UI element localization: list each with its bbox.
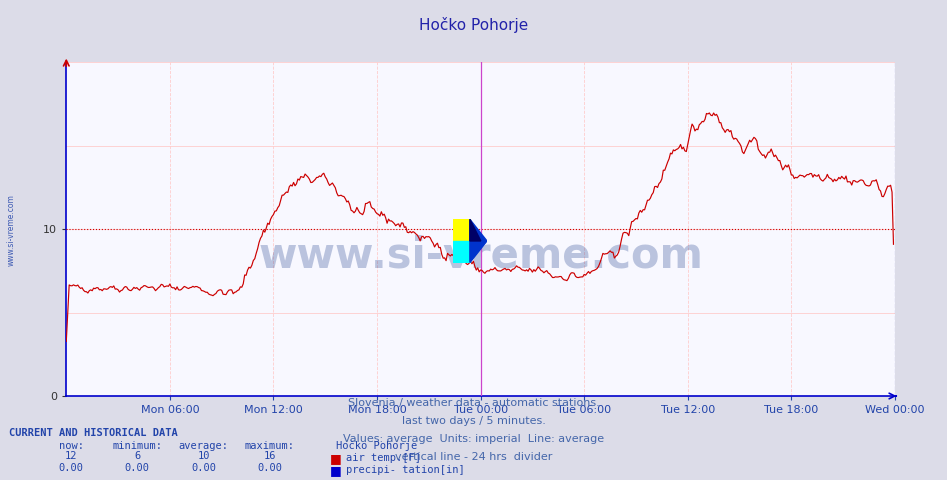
Text: www.si-vreme.com: www.si-vreme.com <box>7 194 16 266</box>
Text: now:: now: <box>59 441 83 451</box>
Text: ■: ■ <box>330 464 341 477</box>
Text: 0.00: 0.00 <box>59 463 83 473</box>
Text: Slovenia / weather data - automatic stations.: Slovenia / weather data - automatic stat… <box>348 397 599 408</box>
Text: 0.00: 0.00 <box>191 463 216 473</box>
Text: 0.00: 0.00 <box>125 463 150 473</box>
Text: www.si-vreme.com: www.si-vreme.com <box>259 235 703 277</box>
Bar <box>453 241 470 263</box>
Polygon shape <box>470 219 487 263</box>
Text: vertical line - 24 hrs  divider: vertical line - 24 hrs divider <box>395 452 552 462</box>
Text: minimum:: minimum: <box>113 441 162 451</box>
Text: average:: average: <box>179 441 228 451</box>
Text: 6: 6 <box>134 451 140 461</box>
Polygon shape <box>470 219 481 241</box>
Text: 0.00: 0.00 <box>258 463 282 473</box>
Text: 12: 12 <box>64 451 78 461</box>
Text: Values: average  Units: imperial  Line: average: Values: average Units: imperial Line: av… <box>343 434 604 444</box>
Text: air temp.[F]: air temp.[F] <box>346 453 420 463</box>
Text: precipi- tation[in]: precipi- tation[in] <box>346 465 464 475</box>
Bar <box>453 219 470 241</box>
Text: maximum:: maximum: <box>245 441 295 451</box>
Text: Hočko Pohorje: Hočko Pohorje <box>336 440 418 451</box>
Text: ■: ■ <box>330 452 341 465</box>
Text: 10: 10 <box>197 451 210 461</box>
Text: 16: 16 <box>263 451 277 461</box>
Text: CURRENT AND HISTORICAL DATA: CURRENT AND HISTORICAL DATA <box>9 428 178 438</box>
Text: Hočko Pohorje: Hočko Pohorje <box>419 17 528 33</box>
Text: last two days / 5 minutes.: last two days / 5 minutes. <box>402 416 545 426</box>
